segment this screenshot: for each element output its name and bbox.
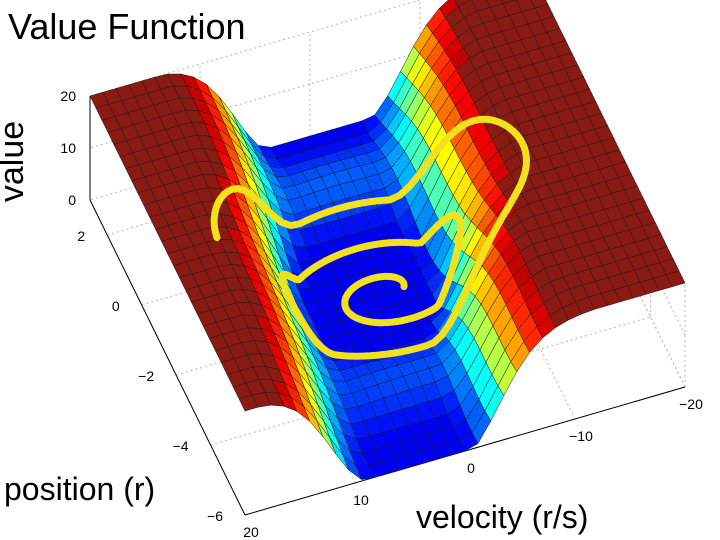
y-tick-label: 2 — [77, 228, 85, 244]
y-axis-line — [89, 199, 246, 516]
value-surface — [89, 0, 686, 481]
x-axis-label: velocity (r/s) — [416, 499, 589, 535]
y-tick-label: 0 — [112, 298, 120, 314]
z-tick-label: 20 — [60, 88, 76, 104]
x-tick-label: 0 — [467, 460, 475, 476]
z-tick-label: 10 — [60, 140, 76, 156]
x-tick-label: −10 — [569, 428, 593, 444]
y-axis-label: position (r) — [4, 471, 156, 507]
z-axis-label: value — [0, 120, 32, 203]
chart-title: Value Function — [8, 6, 246, 47]
x-tick-label: 10 — [353, 492, 369, 508]
y-tick-label: −4 — [173, 438, 189, 454]
trajectory-spiral — [210, 115, 530, 360]
surface-patch — [238, 394, 259, 412]
grid-line — [210, 316, 651, 446]
y-tick-label: −2 — [138, 368, 154, 384]
y-tick-label: −6 — [207, 508, 223, 524]
z-tick-label: 0 — [68, 192, 76, 208]
x-tick-label: 20 — [243, 524, 259, 540]
trajectory-path — [210, 115, 530, 360]
grid-line — [89, 0, 422, 97]
x-tick-label: −20 — [679, 396, 703, 412]
